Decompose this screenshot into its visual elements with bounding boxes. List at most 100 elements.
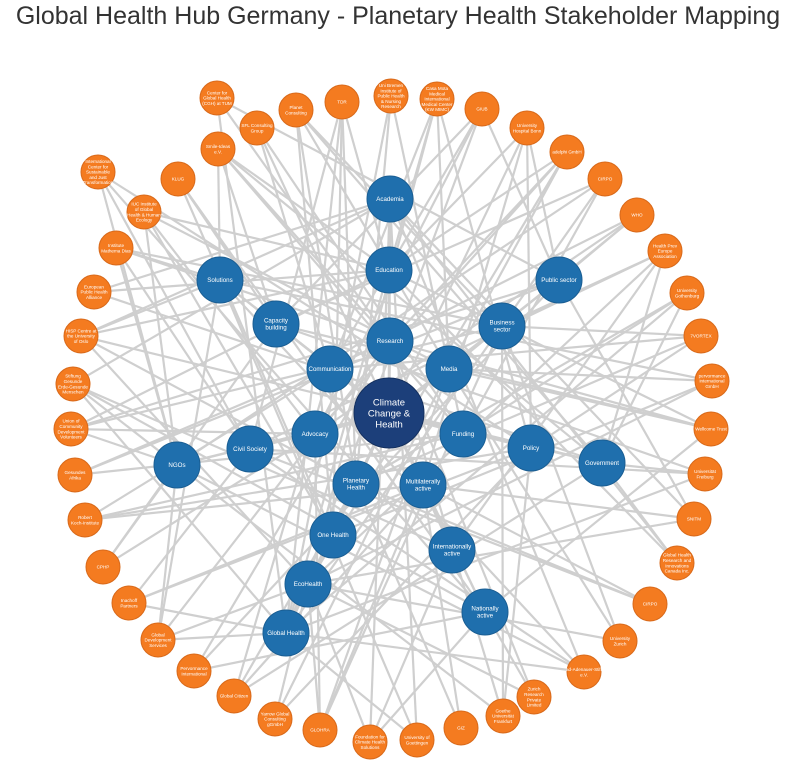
organization-node[interactable]: Yarrow Global Consulting gGmbH [257,701,293,737]
organization-node[interactable]: Smile-Ideas e.V. [200,131,236,167]
organization-node[interactable]: Zurich Research Private Limited [516,679,552,715]
organization-node[interactable]: CPHP [85,549,121,585]
edge [388,269,712,430]
organization-node[interactable]: ad-Adenauer-Stift e.V. [566,654,603,690]
organization-node[interactable]: International Center for Sustainable and Ju… [80,154,116,190]
category-node-label: One Health [317,532,349,539]
organization-node[interactable]: CIRPO [587,161,623,197]
category-node[interactable]: Internationally active [428,526,476,574]
organization-node[interactable]: KLUG [160,161,196,197]
organization-node-label: Yarrow Global Consulting gGmbH [261,711,290,727]
category-node[interactable]: Advocacy [291,410,339,458]
edge [97,171,486,613]
category-node[interactable]: Business sector [478,302,526,350]
organization-node[interactable]: Universität Freiburg [687,456,723,492]
edge [217,148,390,271]
organization-node[interactable]: Health Prev Europe Association [647,233,683,269]
organization-node-label: adelphi GmbH [552,150,581,155]
organization-node[interactable]: TDR [324,84,360,120]
organization-node[interactable]: pervormance international GmbH [694,363,730,399]
organization-node[interactable]: GIUB [464,91,500,127]
organization-node[interactable]: Goethe Universität Frankfurt [485,698,521,734]
category-node[interactable]: NGOs [153,441,201,489]
organization-node[interactable]: SFL Consulting Group [239,110,275,146]
organization-node[interactable]: HISP Centre at the University of Oslo [63,318,99,354]
organization-node[interactable]: Robert Koch-Institute [67,502,103,538]
category-node[interactable]: Policy [507,424,555,472]
organization-node[interactable]: IUC Institute of Global Health & Human Ecol… [126,194,162,230]
category-node[interactable]: Global Health [262,609,310,657]
organization-node[interactable]: Stiftung Gesunde Erde-Gesunde Menschen [55,366,91,402]
edge [128,601,287,635]
organization-node[interactable]: University Hospital Bonn [509,110,545,146]
organization-node[interactable]: CIRPO [632,586,668,622]
category-node[interactable]: Government [578,439,626,487]
category-node-circle [425,345,473,393]
organization-node-label: University Gothenburg [675,288,700,298]
edge [306,583,322,731]
category-node[interactable]: Multilaterally active [399,461,447,509]
organization-node[interactable]: Inachoff Partners [111,585,147,621]
category-node[interactable]: Funding [439,410,487,458]
organization-node[interactable]: Center for Global Health (CGH) at TUM [199,80,235,116]
organization-node[interactable]: GLOHRA [302,712,338,748]
organization-node-circle [676,501,712,537]
category-node[interactable]: Communication [306,345,354,393]
category-node[interactable]: Solutions [196,256,244,304]
organization-node[interactable]: University of Goettingen [399,722,435,758]
category-node[interactable]: Public sector [535,256,583,304]
organization-node-label: Center for Global Health (CGH) at TUM [202,90,232,106]
organization-node[interactable]: WHO [619,197,655,233]
organization-node-circle [549,134,585,170]
organization-node[interactable]: Pervormance International [176,653,212,689]
organization-node[interactable]: Global Development Services [140,622,176,658]
organization-node-circle [55,366,91,402]
organization-node-circle [302,712,338,748]
organization-node[interactable]: Institute Mathema Dias [98,230,134,266]
category-node[interactable]: Nationally active [461,588,509,636]
organization-node-circle [443,710,479,746]
category-node[interactable]: Academia [366,175,414,223]
category-node[interactable]: EcoHealth [284,560,332,608]
organization-node[interactable]: Gesundes Afrika [57,457,93,493]
organization-node[interactable]: Casa Mota Medical International Medical Cen… [419,81,455,117]
organization-node[interactable]: European Public Health Alliance [76,274,112,310]
organization-node[interactable]: adelphi GmbH [549,134,585,170]
category-node-circle [478,302,526,350]
organization-node[interactable]: Wellcome Trust [693,411,729,447]
edge [176,464,585,673]
edge [388,151,568,271]
category-node[interactable]: Research [366,317,414,365]
organization-node-circle [619,197,655,233]
organization-node[interactable]: GIZ [443,710,479,746]
organization-node[interactable]: Global Health Research and Innovations Cana… [659,545,695,581]
organization-node[interactable]: 7VORTEX [683,318,719,354]
organization-node[interactable]: University Zurich [602,623,638,659]
organization-node[interactable]: Planet Consulting [278,92,314,128]
organization-node[interactable]: Global Citizen [216,678,252,714]
organization-node-label: Gesundes Afrika [65,470,87,480]
category-node[interactable]: One Health [309,511,357,559]
organization-node[interactable]: Uni Bremen Institute of Public Health & Nur… [373,78,409,114]
category-node-circle [306,345,354,393]
category-node[interactable]: Media [425,345,473,393]
organization-node-label: Uni Bremen Institute of Public Health & Nur… [377,83,405,109]
category-node[interactable]: Planetary Health [332,460,380,508]
organization-node[interactable]: University Gothenburg [669,275,705,311]
edge [501,324,702,338]
edge [115,246,503,328]
edge [93,197,391,294]
category-node[interactable]: Capacity building [252,300,300,348]
category-node-label: Business sector [489,320,514,334]
organization-node-circle [587,161,623,197]
center-node[interactable]: Climate Change & Health [353,377,425,449]
edge [274,447,532,720]
organization-node[interactable]: Foundation for Climate Health Solutions [352,724,388,760]
category-node[interactable]: Civil Society [226,425,274,473]
category-node[interactable]: Education [365,246,413,294]
organization-node-label: CIRPO [643,602,658,607]
organization-node[interactable]: Union of Community Development Volunteers [53,411,89,447]
edge [70,324,503,431]
organization-node[interactable]: SNITM [676,501,712,537]
